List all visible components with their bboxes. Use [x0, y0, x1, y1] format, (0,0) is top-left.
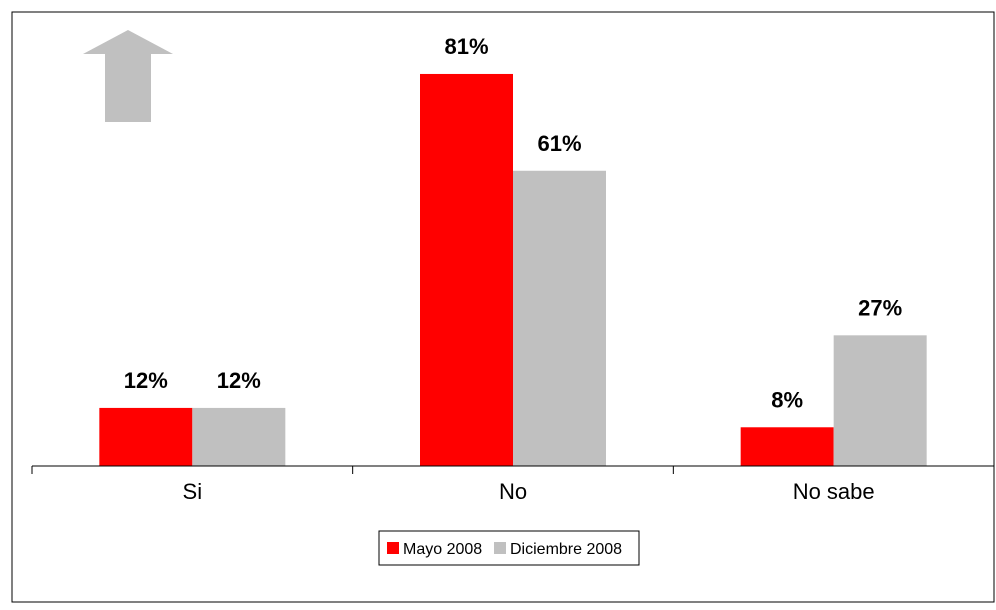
bar-no-sabe-diciembre-2008 [833, 335, 927, 466]
category-label: No sabe [793, 479, 875, 504]
bar-no-diciembre-2008 [513, 170, 606, 466]
legend-swatch [494, 542, 506, 554]
legend-swatch [387, 542, 399, 554]
bar-si-mayo-2008 [99, 407, 193, 466]
data-label: 61% [537, 131, 581, 156]
data-label: 12% [124, 368, 168, 393]
up-arrow-icon [83, 30, 173, 122]
bar-no-sabe-mayo-2008 [740, 427, 834, 466]
data-label: 27% [858, 295, 902, 320]
bar-si-diciembre-2008 [192, 407, 286, 466]
legend-label: Diciembre 2008 [510, 541, 622, 558]
data-label: 81% [444, 34, 488, 59]
data-label: 8% [771, 387, 803, 412]
legend-label: Mayo 2008 [403, 541, 482, 558]
category-label: Si [183, 479, 203, 504]
bar-no-mayo-2008 [420, 73, 513, 467]
legend [378, 530, 640, 566]
data-label: 12% [217, 368, 261, 393]
category-label: No [499, 479, 527, 504]
